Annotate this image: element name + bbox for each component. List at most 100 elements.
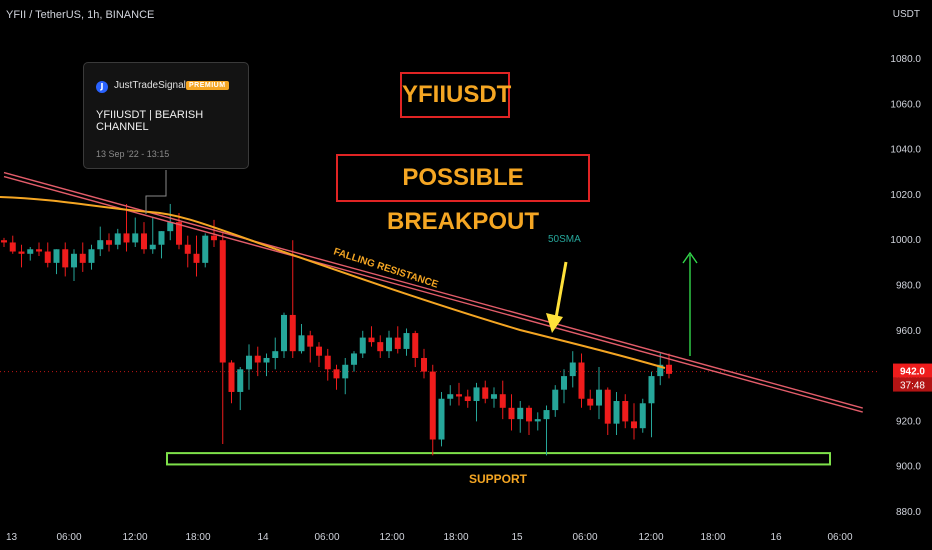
- candle-body: [438, 398, 445, 440]
- candle-body: [596, 389, 602, 406]
- candle-body: [386, 337, 392, 352]
- candle-body: [508, 407, 515, 420]
- candle-body: [412, 333, 419, 358]
- candle-body: [44, 251, 51, 263]
- candle-body: [429, 371, 436, 440]
- candle-body: [394, 337, 401, 349]
- candle-body: [211, 235, 217, 241]
- symbol-box: YFIIUSDT: [400, 72, 511, 118]
- candle-body: [561, 376, 567, 390]
- candle-body: [639, 403, 646, 429]
- x-tick-label: 18:00: [185, 532, 210, 543]
- candle-body: [246, 355, 252, 370]
- y-tick-label: 1000.0: [890, 235, 921, 246]
- x-tick-label: 14: [257, 532, 269, 543]
- x-tick-label: 12:00: [638, 532, 663, 543]
- candle-body: [499, 394, 506, 408]
- x-tick-label: 06:00: [572, 532, 597, 543]
- sma-arrow-icon: [554, 261, 568, 319]
- candle-body: [307, 335, 314, 347]
- candle-body: [569, 362, 576, 377]
- candle-body: [622, 401, 629, 422]
- candle-body: [613, 401, 620, 424]
- idea-tooltip[interactable]: J JustTradeSignals PREMIUM YFIIUSDT | BE…: [83, 62, 249, 169]
- candle-body: [193, 253, 200, 263]
- y-tick-label: 980.0: [896, 281, 921, 292]
- headline-box: POSSIBLE BREAKPOUT: [336, 154, 590, 235]
- candle-body: [604, 389, 611, 424]
- y-tick-label: 1020.0: [890, 190, 921, 201]
- candle-body: [543, 410, 550, 420]
- premium-badge: PREMIUM: [186, 81, 229, 90]
- y-tick-label: 1080.0: [890, 54, 921, 65]
- candle-body: [36, 249, 42, 252]
- candle-body: [184, 244, 191, 254]
- candle-body: [158, 231, 165, 245]
- sma50-line: [0, 196, 666, 369]
- candle-body: [578, 362, 585, 399]
- candle-body: [202, 235, 209, 263]
- y-tick-label: 1060.0: [890, 99, 921, 110]
- candle-body: [106, 240, 112, 245]
- candle-body: [517, 407, 524, 420]
- candle-body: [263, 357, 270, 363]
- y-tick-label: 1040.0: [890, 145, 921, 156]
- candle-body: [587, 398, 594, 406]
- candle-body: [351, 353, 357, 365]
- candle-body: [631, 421, 637, 429]
- candle-body: [132, 233, 139, 243]
- avatar: J: [96, 81, 108, 93]
- candle-body: [289, 314, 296, 352]
- candle-body: [324, 355, 331, 370]
- candle-body: [237, 369, 244, 392]
- candle-body: [368, 337, 375, 343]
- support-label: SUPPORT: [469, 472, 528, 486]
- idea-title: YFIIUSDT | BEARISH CHANNEL: [96, 109, 204, 133]
- candle-body: [333, 369, 340, 379]
- candle-body: [342, 364, 349, 379]
- sma-arrowhead-icon: [546, 313, 563, 333]
- candle-body: [62, 249, 69, 268]
- current-price-label: 942.0: [900, 367, 925, 378]
- candle-body: [88, 249, 95, 263]
- candle-body: [298, 335, 305, 352]
- candle-body: [316, 346, 322, 356]
- candle-body: [482, 387, 489, 399]
- candle-body: [79, 253, 86, 263]
- x-tick-label: 18:00: [443, 532, 468, 543]
- x-tick-label: 16: [770, 532, 782, 543]
- x-tick-label: 06:00: [314, 532, 339, 543]
- candle-body: [123, 233, 130, 243]
- resistance-line: [3, 175, 863, 413]
- y-tick-label: 960.0: [896, 326, 921, 337]
- x-tick-label: 06:00: [827, 532, 852, 543]
- tooltip-pointer: [145, 170, 167, 214]
- candle-body: [53, 249, 60, 263]
- y-tick-label: 900.0: [896, 462, 921, 473]
- x-tick-label: 12:00: [379, 532, 404, 543]
- candle-body: [491, 394, 497, 399]
- x-tick-label: 18:00: [700, 532, 725, 543]
- candle-body: [18, 251, 25, 254]
- idea-date: 13 Sep '22 - 13:15: [96, 149, 170, 159]
- candle-body: [447, 394, 454, 399]
- candle-body: [176, 222, 182, 245]
- candle-body: [167, 222, 174, 232]
- y-tick-label: 920.0: [896, 416, 921, 427]
- candle-body: [526, 407, 532, 422]
- candle-body: [141, 233, 147, 250]
- support-zone: [166, 452, 831, 466]
- candle-body: [114, 233, 121, 245]
- candle-body: [648, 376, 655, 404]
- candle-body: [97, 240, 104, 250]
- candle-body: [403, 333, 410, 349]
- candle-body: [71, 253, 77, 268]
- candle-body: [219, 240, 226, 363]
- candle-body: [254, 355, 261, 363]
- candle-body: [377, 342, 384, 352]
- candle-body: [228, 362, 235, 392]
- sma-label: 50SMA: [548, 234, 581, 245]
- breakout-arrowhead-icon: [682, 251, 698, 264]
- y-tick-label: 880.0: [896, 507, 921, 518]
